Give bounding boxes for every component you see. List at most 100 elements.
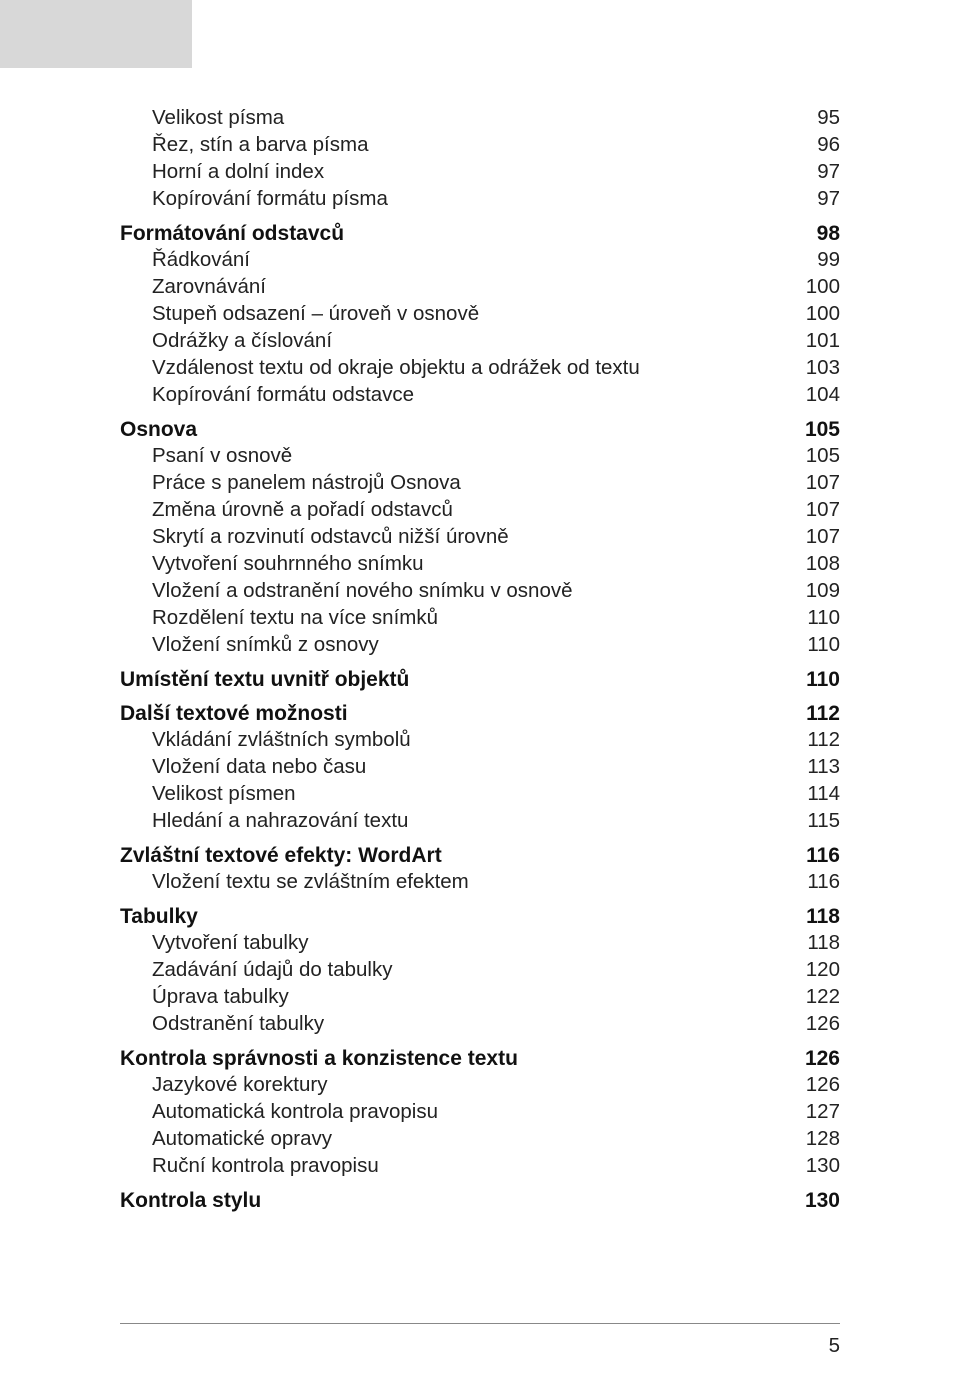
toc-page: 105: [805, 419, 840, 440]
toc-section: Formátování odstavců98: [120, 223, 840, 244]
toc-label: Změna úrovně a pořadí odstavců: [152, 500, 806, 521]
toc-label: Řez, stín a barva písma: [152, 135, 817, 156]
toc-page: 107: [806, 500, 840, 521]
toc-label: Úprava tabulky: [152, 987, 806, 1008]
toc-page: 108: [806, 554, 840, 575]
toc-page: 126: [806, 1014, 840, 1035]
toc-label: Odstranění tabulky: [152, 1014, 806, 1035]
toc-label: Osnova: [120, 419, 805, 440]
toc-entry: Vložení snímků z osnovy110: [152, 635, 840, 656]
toc-page: 113: [807, 757, 840, 778]
toc-page: 116: [806, 845, 840, 866]
toc-label: Vložení data nebo času: [152, 757, 807, 778]
toc-entry: Zarovnávání100: [152, 277, 840, 298]
toc-page: 118: [807, 933, 840, 954]
toc-entry: Vzdálenost textu od okraje objektu a odr…: [152, 358, 840, 379]
toc-label: Skrytí a rozvinutí odstavců nižší úrovně: [152, 527, 806, 548]
toc-page: 115: [807, 811, 840, 832]
toc-label: Řádkování: [152, 250, 817, 271]
toc-entry: Práce s panelem nástrojů Osnova107: [152, 473, 840, 494]
toc-page: 98: [817, 223, 840, 244]
toc-page: 110: [807, 635, 840, 656]
toc-page: 95: [817, 108, 840, 129]
toc-page: 116: [807, 872, 840, 893]
toc-entry: Rozdělení textu na více snímků110: [152, 608, 840, 629]
toc-page: 99: [817, 250, 840, 271]
toc-entry: Hledání a nahrazování textu115: [152, 811, 840, 832]
toc-page: 104: [806, 385, 840, 406]
toc-page: 107: [806, 473, 840, 494]
toc-entry: Velikost písmen114: [152, 784, 840, 805]
toc-label: Kontrola správnosti a konzistence textu: [120, 1048, 805, 1069]
toc-entry: Vytvoření tabulky118: [152, 933, 840, 954]
toc-label: Automatické opravy: [152, 1129, 806, 1150]
toc-page: 101: [806, 331, 840, 352]
toc-label: Tabulky: [120, 906, 806, 927]
toc-entry: Vložení data nebo času113: [152, 757, 840, 778]
toc-entry: Kopírování formátu odstavce104: [152, 385, 840, 406]
toc-page: 126: [805, 1048, 840, 1069]
toc-label: Odrážky a číslování: [152, 331, 806, 352]
toc-label: Vložení a odstranění nového snímku v osn…: [152, 581, 806, 602]
toc-page: 110: [806, 669, 840, 690]
toc-entry: Horní a dolní index97: [152, 162, 840, 183]
toc-page: 97: [817, 162, 840, 183]
toc-label: Zarovnávání: [152, 277, 806, 298]
toc-entry: Řez, stín a barva písma96: [152, 135, 840, 156]
toc-page: 100: [806, 304, 840, 325]
toc-label: Vložení snímků z osnovy: [152, 635, 807, 656]
toc-label: Psaní v osnově: [152, 446, 806, 467]
toc-label: Kontrola stylu: [120, 1190, 805, 1211]
toc-page: 110: [807, 608, 840, 629]
toc-label: Automatická kontrola pravopisu: [152, 1102, 806, 1123]
toc-label: Zvláštní textové efekty: WordArt: [120, 845, 806, 866]
toc-entry: Zadávání údajů do tabulky120: [152, 960, 840, 981]
toc-label: Kopírování formátu písma: [152, 189, 817, 210]
toc-label: Velikost písma: [152, 108, 817, 129]
toc-entry: Úprava tabulky122: [152, 987, 840, 1008]
toc-page: 96: [817, 135, 840, 156]
toc-section: Kontrola stylu130: [120, 1190, 840, 1211]
toc-page: 130: [806, 1156, 840, 1177]
toc-page: 109: [806, 581, 840, 602]
toc-page: 112: [807, 730, 840, 751]
toc-page: 128: [806, 1129, 840, 1150]
toc-label: Další textové možnosti: [120, 703, 806, 724]
toc-page: 107: [806, 527, 840, 548]
toc-page: 120: [806, 960, 840, 981]
toc-page: 105: [806, 446, 840, 467]
toc-label: Umístění textu uvnitř objektů: [120, 669, 806, 690]
toc-page: 126: [806, 1075, 840, 1096]
toc-entry: Automatické opravy128: [152, 1129, 840, 1150]
toc-entry: Řádkování99: [152, 250, 840, 271]
toc-page: 103: [806, 358, 840, 379]
toc-entry: Ruční kontrola pravopisu130: [152, 1156, 840, 1177]
toc-entry: Odrážky a číslování101: [152, 331, 840, 352]
toc-entry: Velikost písma95: [152, 108, 840, 129]
toc-label: Zadávání údajů do tabulky: [152, 960, 806, 981]
page-number: 5: [829, 1334, 840, 1357]
toc-label: Vložení textu se zvláštním efektem: [152, 872, 807, 893]
toc-label: Formátování odstavců: [120, 223, 817, 244]
toc-entry: Vložení a odstranění nového snímku v osn…: [152, 581, 840, 602]
toc-content: Velikost písma95Řez, stín a barva písma9…: [120, 108, 840, 1211]
toc-section: Tabulky118: [120, 906, 840, 927]
toc-entry: Psaní v osnově105: [152, 446, 840, 467]
toc-page: 100: [806, 277, 840, 298]
toc-entry: Kopírování formátu písma97: [152, 189, 840, 210]
toc-label: Práce s panelem nástrojů Osnova: [152, 473, 806, 494]
toc-page: 122: [806, 987, 840, 1008]
toc-section: Další textové možnosti112: [120, 703, 840, 724]
toc-label: Horní a dolní index: [152, 162, 817, 183]
toc-page: 114: [807, 784, 840, 805]
toc-entry: Vytvoření souhrnného snímku108: [152, 554, 840, 575]
toc-entry: Odstranění tabulky126: [152, 1014, 840, 1035]
toc-page: 112: [806, 703, 840, 724]
toc-entry: Skrytí a rozvinutí odstavců nižší úrovně…: [152, 527, 840, 548]
toc-label: Vytvoření souhrnného snímku: [152, 554, 806, 575]
toc-entry: Vkládání zvláštních symbolů112: [152, 730, 840, 751]
toc-page: 97: [817, 189, 840, 210]
toc-page: 118: [806, 906, 840, 927]
toc-label: Rozdělení textu na více snímků: [152, 608, 807, 629]
toc-label: Kopírování formátu odstavce: [152, 385, 806, 406]
